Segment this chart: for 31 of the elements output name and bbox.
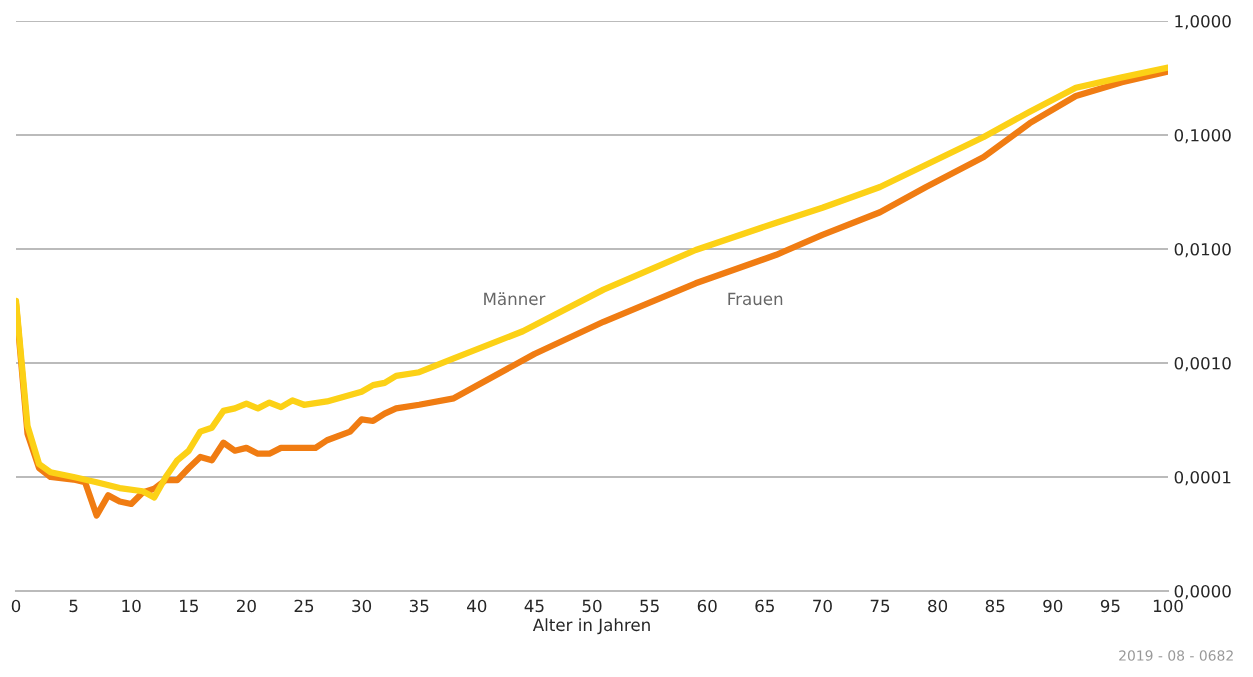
text: 2019 - 08 - 0682	[1119, 650, 1233, 661]
x-tick-label: 25	[294, 599, 314, 613]
x-tick-label: 90	[1043, 599, 1063, 613]
x-axis-title: Alter in Jahren	[532, 618, 650, 635]
y-tick-label: 0,1000	[1174, 128, 1231, 144]
y-tick-label: 1,0000	[1175, 14, 1231, 30]
y-tick-label: 0,0001	[1174, 470, 1231, 486]
x-tick-label: 80	[928, 599, 948, 613]
x-tick-label: 5	[69, 599, 78, 613]
y-tick-label: 0,0010	[1174, 356, 1231, 372]
x-tick-label: 100	[1153, 599, 1183, 613]
x-tick-label: 95	[1100, 599, 1120, 613]
series-label: Frauen	[728, 292, 783, 306]
y-tick-label: 0,0000	[1174, 584, 1231, 600]
x-tick-label: 40	[467, 599, 487, 613]
x-tick-label: 30	[352, 599, 372, 613]
x-tick-label: 35	[409, 599, 429, 613]
x-tick-label: 60	[697, 599, 717, 613]
x-tick-label: 10	[122, 599, 141, 613]
y-tick-label: 0,0100	[1174, 242, 1231, 258]
x-tick-label: 0	[11, 599, 21, 613]
x-tick-label: 70	[813, 599, 832, 613]
x-tick-label: 85	[985, 599, 1005, 613]
x-tick-label: 45	[524, 599, 544, 613]
x-tick-label: 75	[870, 599, 890, 613]
series-label: Männer	[484, 292, 546, 306]
x-tick-label: 55	[640, 599, 659, 613]
x-tick-label: 50	[582, 599, 602, 613]
x-tick-label: 20	[237, 599, 256, 613]
x-tick-label: 15	[180, 599, 198, 613]
x-tick-label: 65	[755, 599, 774, 613]
